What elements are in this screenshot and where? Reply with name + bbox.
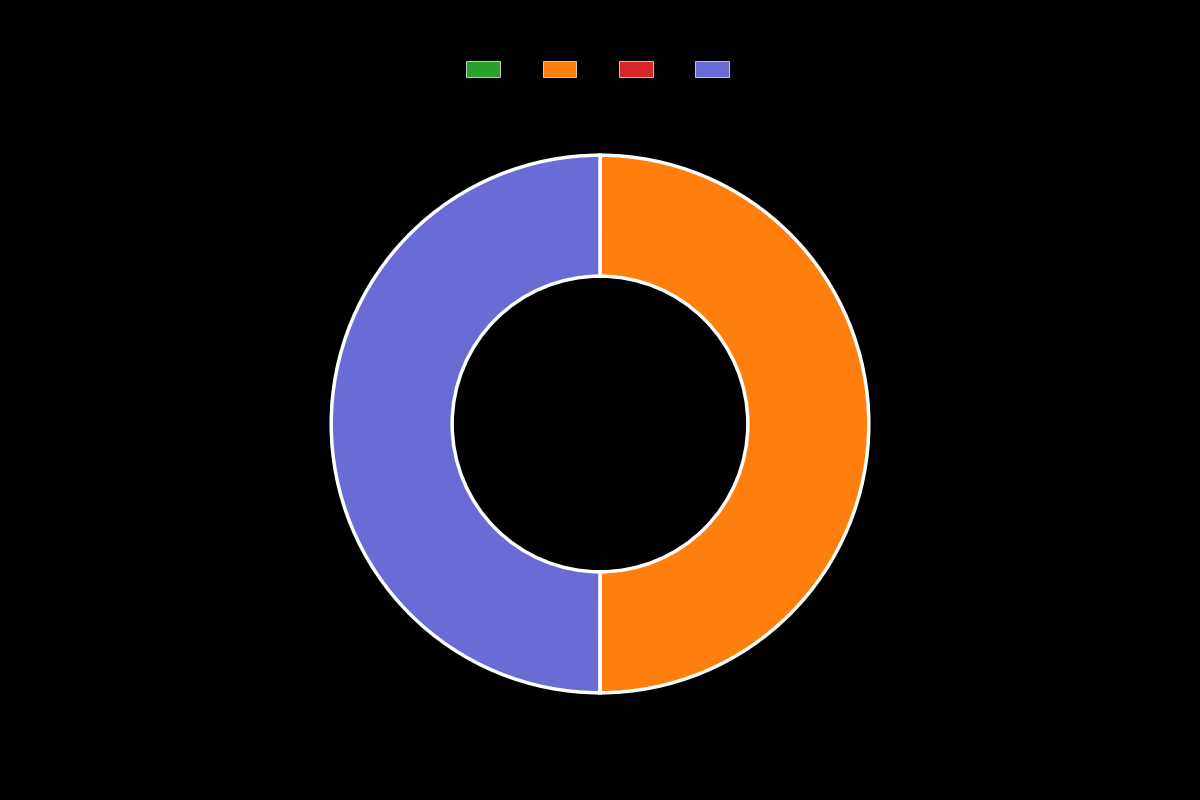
Wedge shape — [600, 155, 869, 693]
Legend: , , , : , , , — [461, 55, 739, 83]
Wedge shape — [331, 155, 600, 693]
